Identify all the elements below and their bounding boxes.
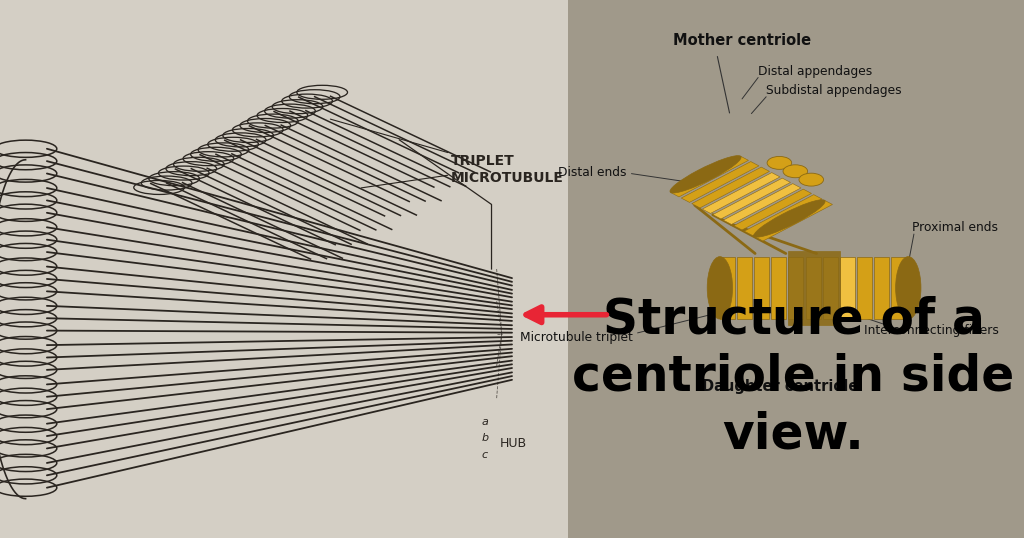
Text: Subdistal appendages: Subdistal appendages [766,84,901,97]
Text: Daughter centriole: Daughter centriole [702,379,858,394]
Polygon shape [755,200,833,241]
FancyBboxPatch shape [840,257,855,319]
Text: Structure of a
centriole in side
view.: Structure of a centriole in side view. [572,295,1015,458]
Text: a: a [481,417,488,427]
Polygon shape [702,173,780,214]
Circle shape [767,157,792,169]
Polygon shape [713,178,791,219]
Polygon shape [681,161,759,202]
FancyBboxPatch shape [720,257,735,319]
FancyBboxPatch shape [0,0,568,538]
FancyBboxPatch shape [788,257,804,319]
Text: HUB: HUB [500,437,526,450]
Ellipse shape [708,257,732,319]
Polygon shape [723,183,801,224]
Text: Distal appendages: Distal appendages [758,65,872,77]
Text: Proximal ends: Proximal ends [912,221,998,233]
FancyBboxPatch shape [771,257,786,319]
Polygon shape [671,156,749,197]
Ellipse shape [754,200,825,237]
FancyBboxPatch shape [737,257,752,319]
Text: b: b [481,434,488,443]
Polygon shape [744,195,822,236]
Ellipse shape [670,155,741,193]
FancyBboxPatch shape [754,257,769,319]
Text: TRIPLET
MICROTUBULE: TRIPLET MICROTUBULE [451,154,563,185]
FancyBboxPatch shape [891,257,906,319]
FancyBboxPatch shape [822,257,838,319]
FancyBboxPatch shape [788,251,840,324]
Ellipse shape [896,257,921,319]
FancyBboxPatch shape [857,257,872,319]
Text: Interconnecting fibers: Interconnecting fibers [863,324,998,337]
Text: Mother centriole: Mother centriole [674,33,811,48]
Polygon shape [734,189,811,230]
Circle shape [783,165,808,178]
Polygon shape [692,167,769,208]
FancyBboxPatch shape [874,257,889,319]
Text: Microtubule triplet: Microtubule triplet [520,331,633,344]
FancyBboxPatch shape [806,257,820,319]
Text: c: c [481,450,487,459]
Circle shape [799,173,823,186]
Text: Distal ends: Distal ends [558,166,627,179]
